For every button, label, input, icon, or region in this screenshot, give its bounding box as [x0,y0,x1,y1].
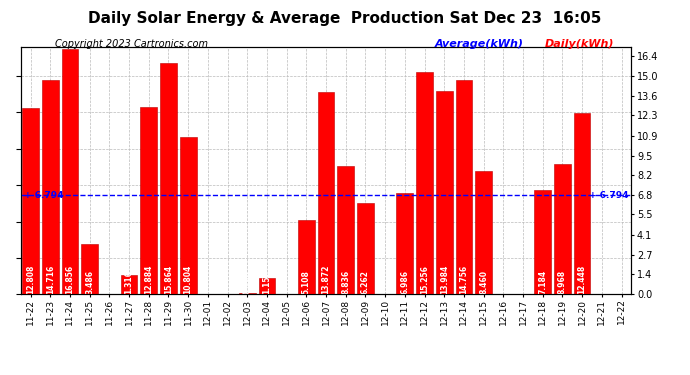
Text: 7.184: 7.184 [538,270,547,294]
Bar [140,107,157,294]
Text: Daily Solar Energy & Average  Production Sat Dec 23  16:05: Daily Solar Energy & Average Production … [88,11,602,26]
Text: 8.968: 8.968 [558,270,567,294]
Bar [436,91,453,294]
Text: 3.486: 3.486 [85,270,94,294]
Bar [298,220,315,294]
Text: 12.808: 12.808 [26,264,35,294]
Bar [61,49,79,294]
Text: 16.856: 16.856 [66,264,75,294]
Text: 14.756: 14.756 [460,264,469,294]
Text: 12.448: 12.448 [578,264,586,294]
Text: 8.836: 8.836 [342,270,351,294]
Bar [121,275,137,294]
Bar [337,166,354,294]
Text: Average(kWh): Average(kWh) [435,39,524,50]
Bar [81,244,98,294]
Bar [573,113,591,294]
Text: 12.884: 12.884 [144,264,153,294]
Text: 13.984: 13.984 [440,264,449,294]
Bar [416,72,433,294]
Text: + 6.794: + 6.794 [23,191,63,200]
Bar [554,164,571,294]
Text: 1.152: 1.152 [262,270,271,294]
Bar [259,278,275,294]
Bar [397,193,413,294]
Text: 0.100: 0.100 [243,270,252,294]
Text: 15.864: 15.864 [164,264,173,294]
Bar [534,190,551,294]
Text: + 6.794: + 6.794 [589,191,629,200]
Text: Daily(kWh): Daily(kWh) [545,39,615,50]
Text: 14.716: 14.716 [46,264,55,294]
Bar [475,171,492,294]
Bar [239,293,255,294]
Bar [180,137,197,294]
Bar [357,203,374,294]
Bar [160,63,177,294]
Text: 6.262: 6.262 [361,270,370,294]
Bar [455,80,472,294]
Text: Copyright 2023 Cartronics.com: Copyright 2023 Cartronics.com [55,39,208,50]
Text: 10.804: 10.804 [184,264,193,294]
Text: 8.460: 8.460 [479,270,488,294]
Text: 1.316: 1.316 [124,270,134,294]
Text: 13.872: 13.872 [322,264,331,294]
Bar [22,108,39,294]
Bar [42,80,59,294]
Bar [317,92,335,294]
Text: 5.108: 5.108 [302,270,310,294]
Text: 6.986: 6.986 [400,270,409,294]
Text: 15.256: 15.256 [420,265,429,294]
